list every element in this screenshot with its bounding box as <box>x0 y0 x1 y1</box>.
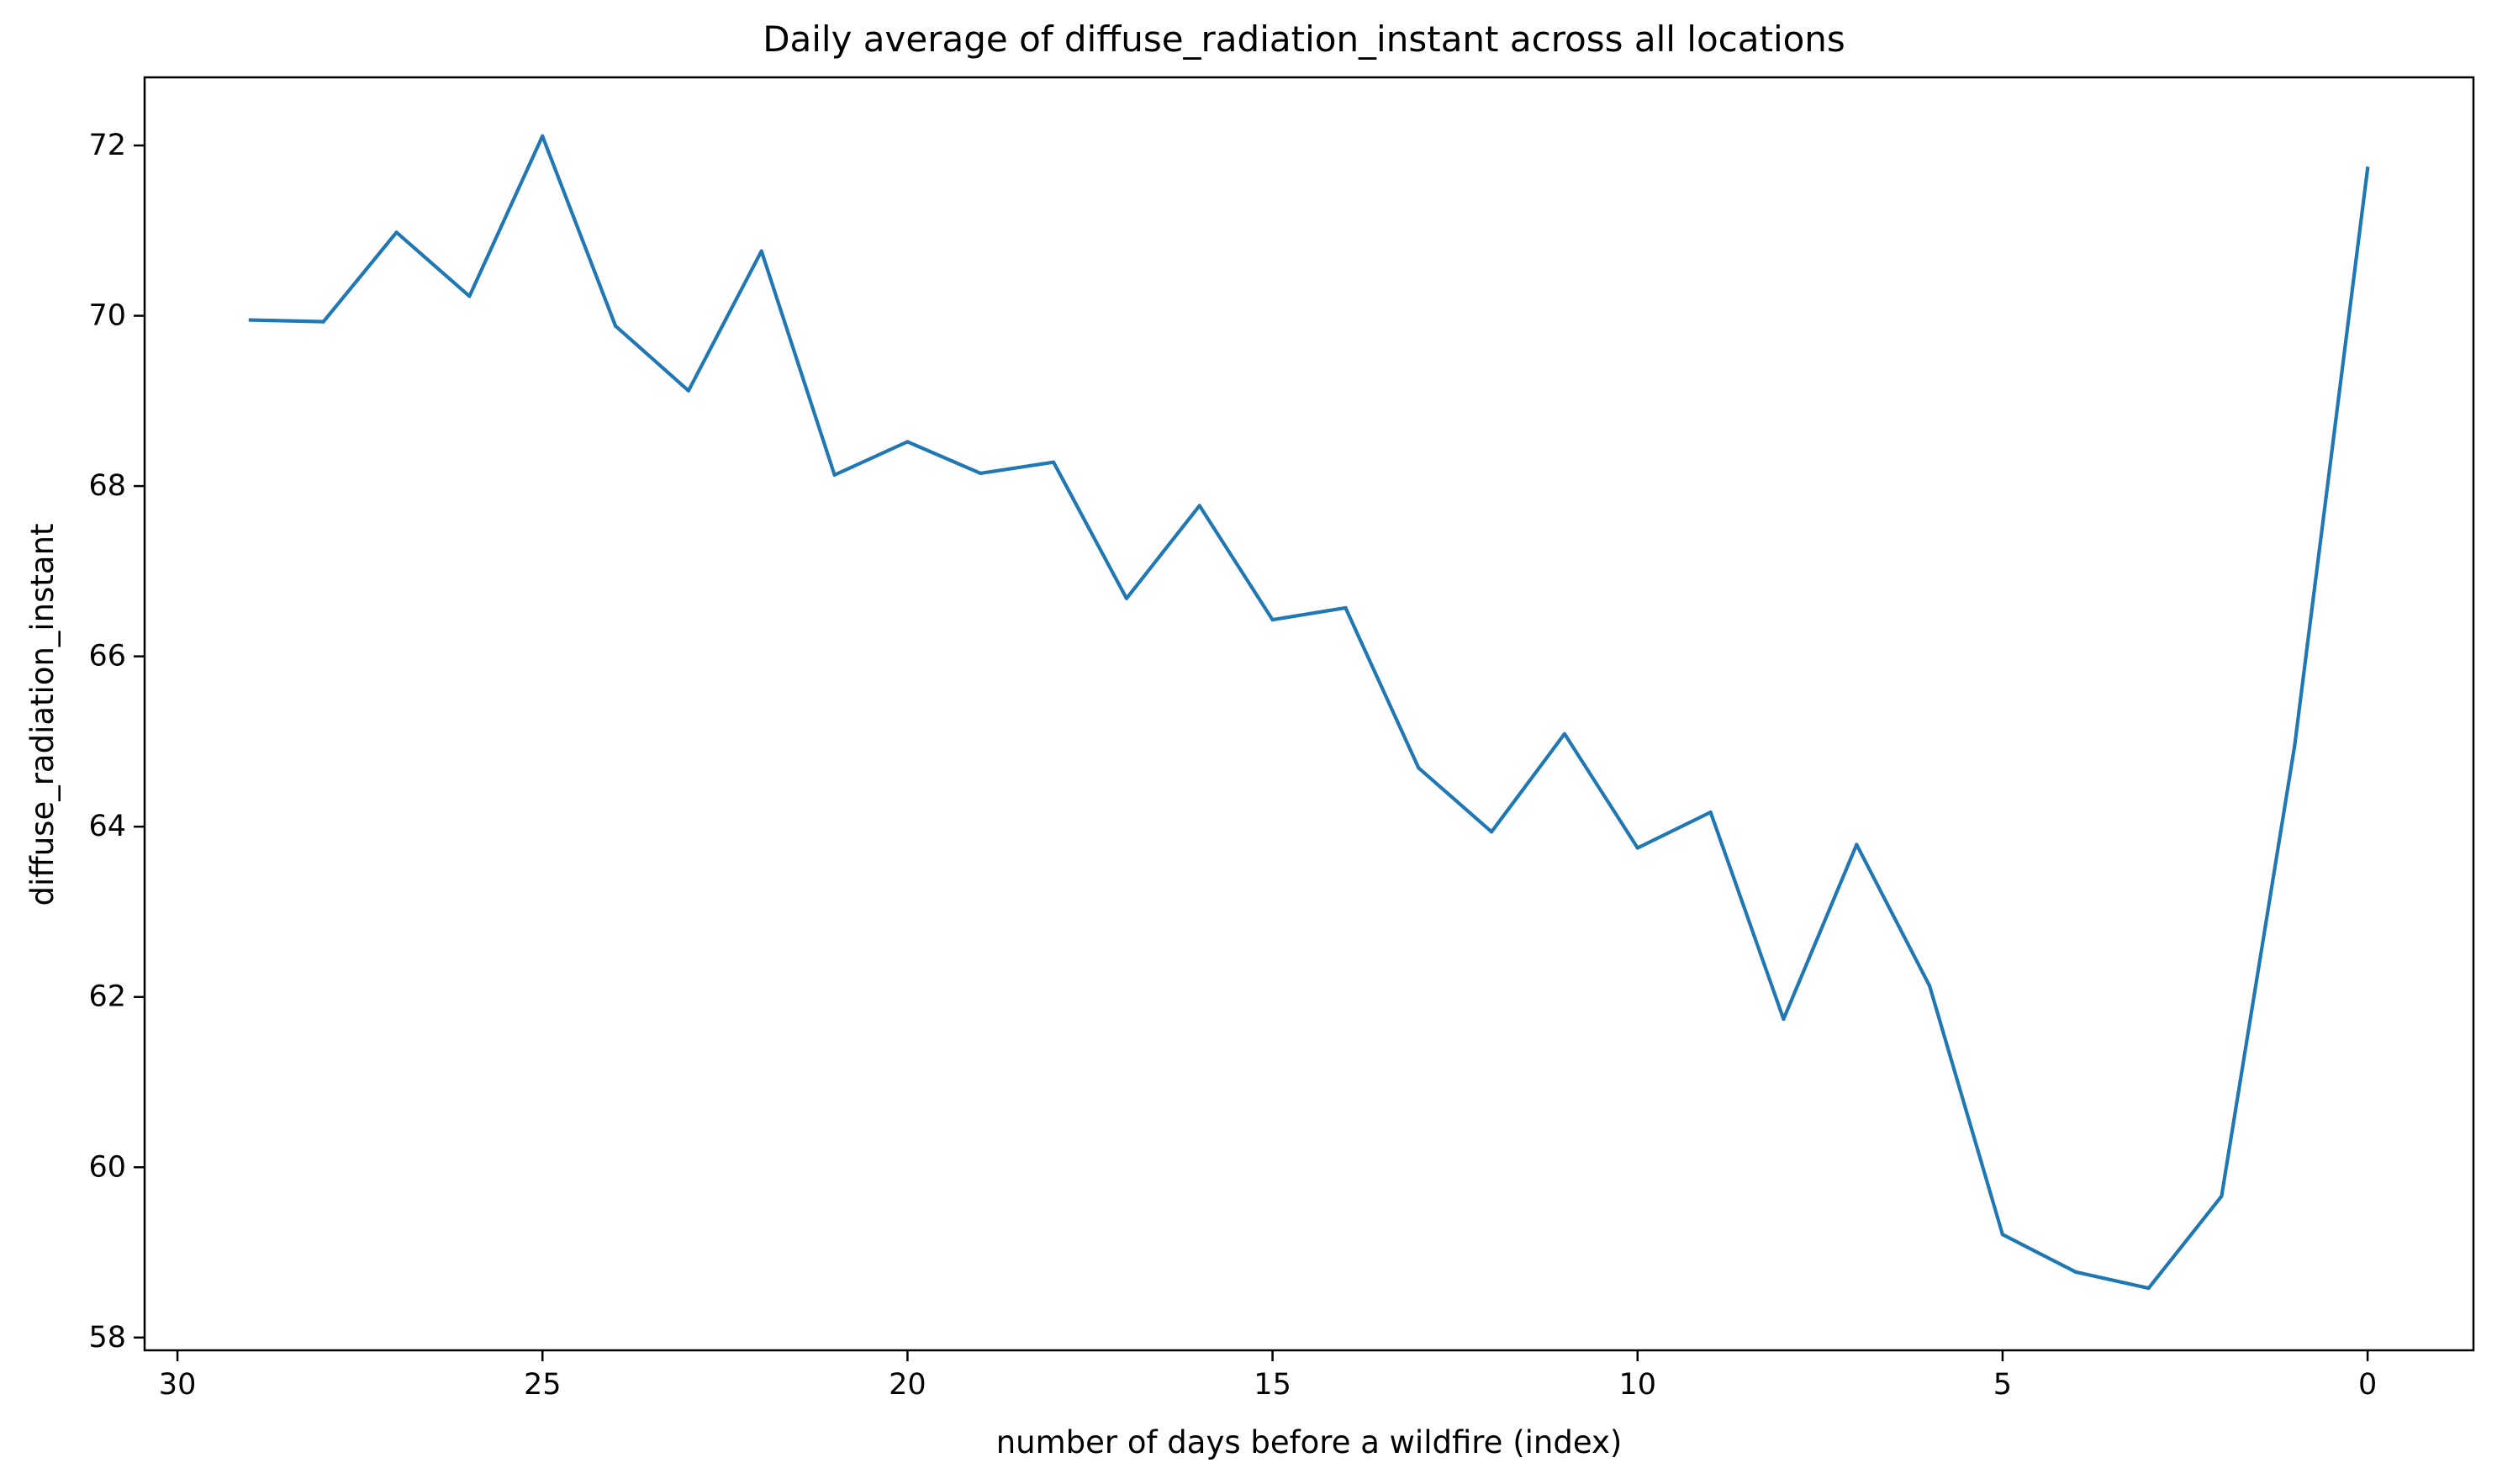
data-point <box>1051 460 1056 464</box>
data-point <box>467 294 472 298</box>
x-tick-label: 10 <box>1618 1368 1656 1402</box>
x-tick-label: 15 <box>1254 1368 1291 1402</box>
data-point <box>2073 1270 2077 1274</box>
data-point <box>2220 1194 2224 1198</box>
data-point <box>1197 504 1201 508</box>
x-tick-label: 20 <box>889 1368 926 1402</box>
data-point <box>979 471 983 476</box>
x-tick-label: 0 <box>2358 1368 2377 1402</box>
data-point <box>1124 596 1129 600</box>
y-tick-label: 58 <box>88 1321 126 1355</box>
data-point <box>1270 617 1275 622</box>
data-point <box>2000 1233 2005 1237</box>
chart-title: Daily average of diffuse_radiation_insta… <box>763 18 1845 60</box>
data-point <box>759 249 763 253</box>
y-tick-label: 66 <box>88 640 126 673</box>
x-axis-label: number of days before a wildfire (index) <box>996 1424 1623 1460</box>
y-tick-label: 64 <box>88 810 126 843</box>
data-point <box>1635 846 1639 850</box>
data-point <box>1708 810 1713 815</box>
data-point <box>1344 605 1348 610</box>
data-point <box>1855 842 1859 847</box>
data-point <box>832 473 837 478</box>
x-tick-label: 5 <box>1993 1368 2012 1402</box>
x-axis: 30 25 20 15 10 5 0 <box>159 1350 2377 1402</box>
data-point <box>2365 166 2370 171</box>
series-line <box>248 134 2370 1291</box>
y-axis-label: diffuse_radiation_instant <box>24 523 61 906</box>
data-point <box>248 318 253 322</box>
x-tick-label: 30 <box>159 1368 197 1402</box>
y-tick-label: 68 <box>88 469 126 503</box>
data-point <box>1927 984 1932 988</box>
plot-area <box>248 134 2370 1291</box>
data-point <box>541 134 545 138</box>
y-axis: 58 60 62 64 66 68 70 72 <box>88 129 145 1355</box>
data-point <box>2146 1286 2151 1291</box>
data-point <box>1562 731 1567 736</box>
y-tick-label: 72 <box>88 129 126 162</box>
data-point <box>394 230 399 235</box>
data-point <box>1782 1017 1786 1022</box>
plot-frame <box>143 76 2475 1352</box>
data-point <box>686 388 691 393</box>
data-point <box>613 324 618 328</box>
y-tick-label: 62 <box>88 980 126 1014</box>
data-point <box>2293 743 2297 748</box>
x-tick-label: 25 <box>524 1368 562 1402</box>
data-point <box>1489 830 1494 834</box>
y-tick-label: 70 <box>88 299 126 333</box>
data-point <box>905 440 910 444</box>
y-tick-label: 60 <box>88 1150 126 1184</box>
data-point <box>1417 766 1421 770</box>
data-point <box>321 320 325 324</box>
